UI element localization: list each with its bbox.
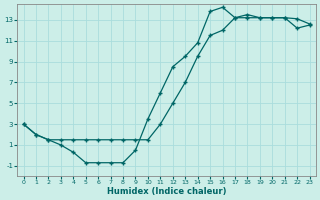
X-axis label: Humidex (Indice chaleur): Humidex (Indice chaleur): [107, 187, 226, 196]
